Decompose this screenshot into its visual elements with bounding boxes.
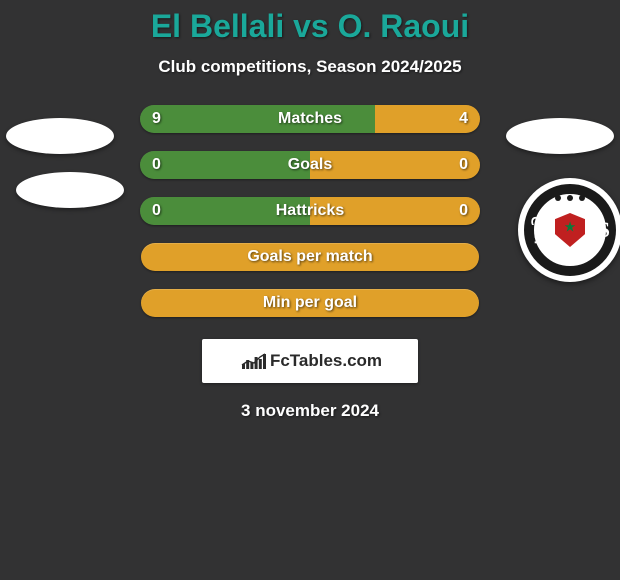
page-title: El Bellali vs O. Raoui (0, 8, 620, 45)
player2-club-badge-placeholder (506, 118, 614, 154)
date-label: 3 november 2024 (0, 401, 620, 421)
watermark-text: FcTables.com (270, 351, 382, 371)
vs-label: vs (293, 8, 329, 44)
stat-row: 00Hattricks (140, 197, 480, 225)
subtitle: Club competitions, Season 2024/2025 (0, 57, 620, 77)
star-icon: ★ (564, 218, 577, 235)
player2-club-crest: الفتح FUS ★ (518, 178, 620, 282)
stat-label: Min per goal (141, 289, 479, 317)
stat-row: 00Goals (140, 151, 480, 179)
stat-row: Min per goal (141, 289, 479, 317)
player1-club-badge-placeholder (6, 118, 114, 154)
watermark: FcTables.com (202, 339, 418, 383)
player2-name: O. Raoui (338, 8, 470, 44)
stat-row: Goals per match (141, 243, 479, 271)
player1-nation-badge-placeholder (16, 172, 124, 208)
stat-row: 94Matches (140, 105, 480, 133)
stat-label: Goals (140, 151, 480, 179)
stat-label: Matches (140, 105, 480, 133)
player1-name: El Bellali (151, 8, 284, 44)
bar-chart-icon (238, 351, 266, 371)
stat-label: Goals per match (141, 243, 479, 271)
stat-label: Hattricks (140, 197, 480, 225)
